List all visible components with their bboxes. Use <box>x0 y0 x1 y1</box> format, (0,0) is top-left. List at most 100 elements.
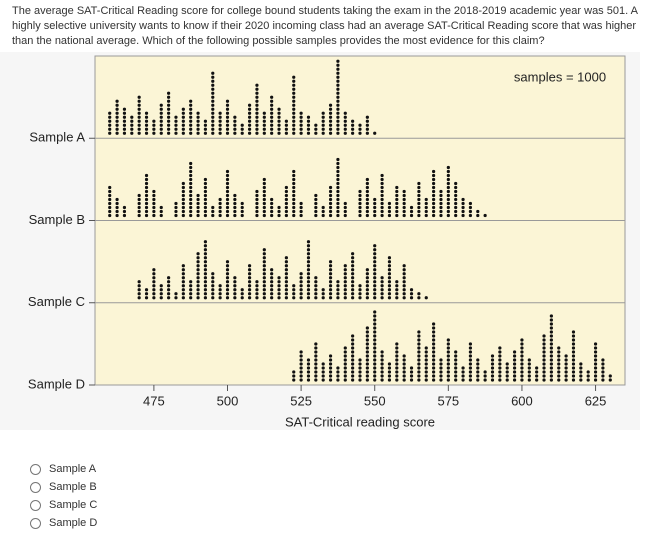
dot <box>270 272 274 276</box>
dot <box>292 292 296 296</box>
dot <box>218 284 222 288</box>
dot <box>446 350 450 354</box>
dot <box>292 131 296 135</box>
dot-column <box>542 334 546 382</box>
dot <box>446 181 450 186</box>
dot <box>520 354 524 358</box>
dot <box>225 268 230 272</box>
radio-button[interactable] <box>30 481 41 493</box>
dot <box>343 350 347 354</box>
dot <box>373 378 377 382</box>
dot <box>380 358 384 362</box>
dot <box>343 280 347 284</box>
dot <box>446 189 450 194</box>
dot <box>336 284 340 288</box>
dot <box>299 205 303 210</box>
dot <box>373 314 377 318</box>
dot <box>247 111 252 115</box>
dot-column <box>211 272 215 300</box>
dot <box>373 334 377 338</box>
dot <box>328 189 333 194</box>
dot <box>233 276 237 280</box>
dot <box>189 169 193 174</box>
option[interactable]: Sample A <box>30 460 97 478</box>
dot <box>365 276 369 280</box>
dot <box>373 264 377 268</box>
dot <box>351 366 355 370</box>
dot <box>181 205 185 210</box>
dot <box>211 83 215 87</box>
dot <box>498 370 502 374</box>
dot <box>262 260 266 264</box>
dot <box>115 127 119 131</box>
dot-column <box>321 288 325 300</box>
dot <box>432 350 436 354</box>
dot <box>189 185 193 190</box>
dot <box>167 107 171 111</box>
dot <box>292 123 296 127</box>
option[interactable]: Sample C <box>30 496 97 514</box>
dot <box>358 358 362 362</box>
dot <box>203 292 208 296</box>
dot <box>255 296 259 300</box>
dot <box>380 366 384 370</box>
dot <box>454 378 458 382</box>
dot <box>270 292 274 296</box>
dot <box>571 370 576 374</box>
radio-button[interactable] <box>30 499 41 511</box>
dot <box>292 111 296 115</box>
dot <box>549 350 553 354</box>
dot <box>159 205 163 210</box>
dot <box>373 276 377 280</box>
dot <box>432 201 436 206</box>
dot <box>343 358 347 362</box>
dot <box>446 185 450 190</box>
radio-button[interactable] <box>30 463 41 475</box>
dot-column <box>167 276 171 300</box>
option[interactable]: Sample D <box>30 514 97 532</box>
dot <box>144 288 149 292</box>
dot <box>152 268 156 272</box>
dot <box>189 173 193 178</box>
dot <box>336 378 340 382</box>
dot <box>424 209 428 214</box>
dot <box>387 370 392 374</box>
dot <box>564 362 568 366</box>
dot <box>189 119 193 123</box>
dot <box>336 370 340 374</box>
dot-column <box>520 338 524 382</box>
dot <box>203 272 208 276</box>
dot <box>152 213 156 218</box>
dot <box>476 374 480 378</box>
dot <box>189 284 193 288</box>
dot <box>270 103 274 107</box>
dot <box>461 378 465 382</box>
dot <box>358 127 362 131</box>
dot <box>189 161 193 166</box>
dot <box>542 374 546 378</box>
dot <box>343 378 347 382</box>
dot <box>446 342 450 346</box>
option[interactable]: Sample B <box>30 478 97 496</box>
dot <box>336 169 340 174</box>
dot <box>373 292 377 296</box>
dot <box>557 366 561 370</box>
dot <box>218 201 222 206</box>
dot <box>189 123 193 127</box>
dot <box>314 374 318 378</box>
dot <box>225 264 230 268</box>
dot <box>439 366 443 370</box>
dot <box>196 252 200 256</box>
dot <box>409 374 414 378</box>
dot <box>387 374 392 378</box>
dot <box>159 123 163 127</box>
dot-column <box>373 197 377 218</box>
radio-button[interactable] <box>30 517 41 529</box>
dot <box>270 119 274 123</box>
dot <box>535 374 539 378</box>
dot <box>461 209 465 214</box>
dot <box>233 201 237 206</box>
dot <box>328 358 333 362</box>
dot <box>270 288 274 292</box>
dot <box>387 256 392 260</box>
